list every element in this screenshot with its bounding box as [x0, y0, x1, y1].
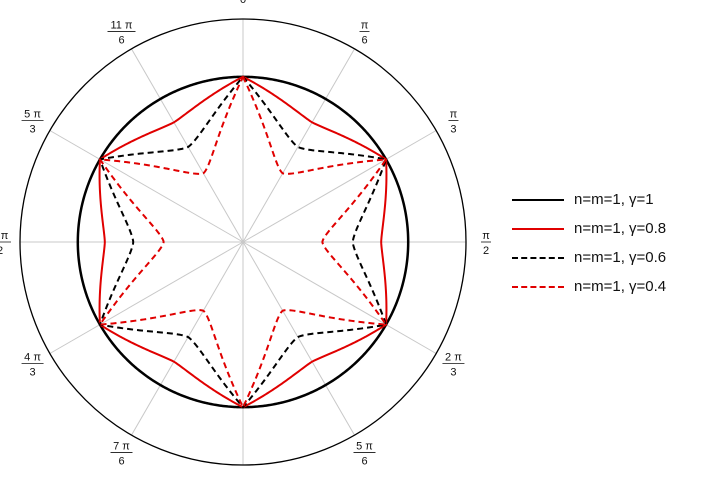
legend-swatch-0: [512, 198, 564, 201]
tick-label: 3 π2: [0, 230, 11, 257]
series-line-3: [98, 75, 388, 409]
legend-label: n=m=1, γ=0.8: [574, 220, 667, 237]
grid-spoke: [242, 241, 355, 436]
tick-denominator: 3: [29, 124, 35, 136]
legend-label: n=m=1, γ=0.6: [574, 249, 667, 266]
tick-label: 7 π6: [110, 440, 133, 467]
tick-denominator: 2: [483, 245, 489, 257]
tick-label: 4 π3: [21, 352, 44, 379]
tick-denominator: 6: [361, 455, 367, 467]
grid-spoke: [49, 130, 244, 243]
outer-circle: [19, 18, 467, 466]
tick-numerator: 7 π: [113, 440, 130, 452]
tick-numerator: 4 π: [24, 352, 41, 364]
legend-label: n=m=1, γ=1: [574, 191, 654, 208]
grid-spoke: [242, 48, 355, 243]
legend-label: n=m=1, γ=0.4: [574, 278, 667, 295]
legend-item: n=m=1, γ=0.6: [512, 243, 666, 272]
polar-grid: [19, 18, 467, 466]
legend-item: n=m=1, γ=0.4: [512, 272, 666, 301]
legend: n=m=1, γ=1 n=m=1, γ=0.8 n=m=1, γ=0.6 n=m…: [512, 185, 666, 301]
tick-numerator: 2 π: [445, 352, 462, 364]
tick-label: π2: [481, 230, 491, 257]
tick-numerator: π: [482, 230, 490, 242]
legend-swatch-2: [512, 256, 564, 259]
tick-label: 2 π3: [442, 352, 465, 379]
legend-swatch-3: [512, 285, 564, 288]
tick-label: π6: [359, 20, 370, 47]
tick-denominator: 6: [118, 35, 124, 47]
tick-label: 0: [240, 0, 246, 6]
tick-numerator: π: [450, 109, 458, 121]
tick-numerator: π: [361, 20, 369, 32]
grid-spoke: [242, 130, 437, 243]
grid-spoke: [131, 241, 244, 436]
tick-denominator: 3: [450, 124, 456, 136]
tick-label: 5 π3: [21, 109, 44, 136]
tick-numerator: 3 π: [0, 230, 9, 242]
series-layer: [76, 75, 410, 409]
tick-denominator: 3: [450, 367, 456, 379]
grid-spoke: [131, 48, 244, 243]
tick-denominator: 6: [118, 455, 124, 467]
tick-numerator: 5 π: [356, 440, 373, 452]
grid-spoke: [49, 241, 244, 354]
legend-swatch-1: [512, 227, 564, 230]
tick-denominator: 3: [29, 367, 35, 379]
tick-denominator: 2: [0, 245, 3, 257]
tick-label: π3: [448, 109, 459, 136]
tick-label: 5 π6: [353, 440, 376, 467]
legend-item: n=m=1, γ=0.8: [512, 214, 666, 243]
grid-spoke: [242, 241, 437, 354]
tick-label-text: 0: [240, 0, 246, 6]
tick-label: 11 π 6: [107, 20, 136, 47]
tick-denominator: 6: [361, 35, 367, 47]
tick-numerator: 5 π: [24, 109, 41, 121]
legend-item: n=m=1, γ=1: [512, 185, 666, 214]
tick-numerator: 11 π: [110, 20, 132, 32]
